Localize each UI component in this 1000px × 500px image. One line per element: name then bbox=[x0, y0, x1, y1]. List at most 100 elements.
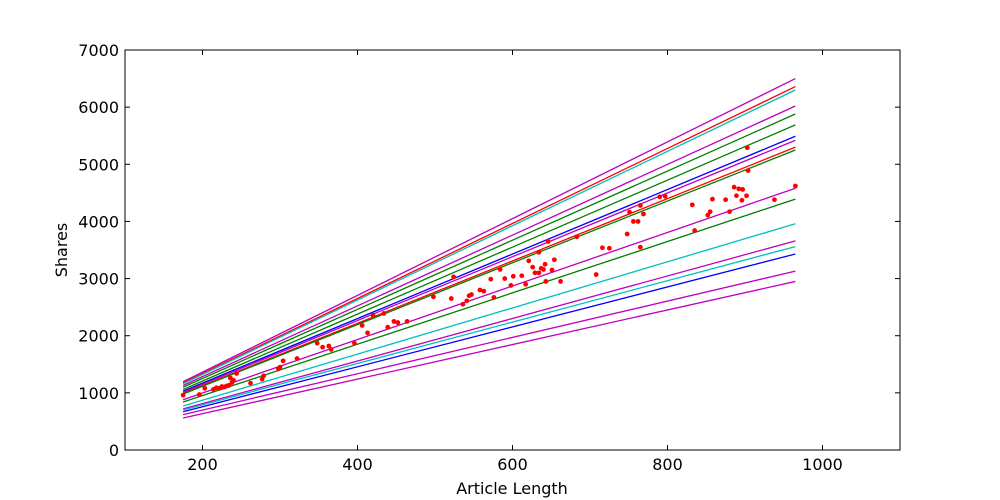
scatter-point-25 bbox=[328, 347, 334, 352]
scatter-point-60 bbox=[543, 279, 549, 284]
scatter-point-52 bbox=[526, 258, 532, 264]
x-tick-label: 400 bbox=[342, 455, 373, 474]
scatter-point-72 bbox=[635, 219, 641, 224]
scatter-point-19 bbox=[277, 364, 283, 370]
scatter-point-83 bbox=[723, 197, 729, 203]
y-tick-label: 3000 bbox=[78, 270, 119, 289]
scatter-point-50 bbox=[519, 273, 525, 279]
fit-line-15 bbox=[182, 245, 796, 411]
scatter-point-55 bbox=[536, 249, 542, 255]
scatter-point-24 bbox=[326, 343, 332, 349]
scatter-point-28 bbox=[365, 330, 370, 336]
scatter-point-89 bbox=[740, 187, 746, 192]
scatter-point-68 bbox=[606, 245, 612, 251]
scatter-point-34 bbox=[404, 319, 410, 324]
y-axis-label: Shares bbox=[52, 223, 71, 278]
scatter-point-17 bbox=[261, 373, 267, 379]
scatter-point-86 bbox=[734, 193, 739, 199]
scatter-point-22 bbox=[314, 340, 320, 346]
x-tick-label: 600 bbox=[497, 455, 528, 474]
scatter-point-45 bbox=[491, 295, 497, 300]
fit-line-5 bbox=[182, 113, 796, 388]
scatter-point-36 bbox=[448, 296, 454, 301]
scatter-point-64 bbox=[558, 279, 563, 284]
scatter-point-58 bbox=[541, 267, 546, 272]
scatter-point-71 bbox=[631, 219, 636, 224]
scatter-point-65 bbox=[574, 234, 580, 240]
scatter-point-41 bbox=[469, 292, 474, 297]
y-tick-label: 1000 bbox=[78, 384, 119, 403]
scatter-point-21 bbox=[294, 356, 300, 361]
scatter-point-84 bbox=[727, 209, 732, 215]
fit-lines bbox=[182, 77, 796, 419]
fit-line-2 bbox=[182, 85, 796, 384]
scatter-point-38 bbox=[460, 301, 466, 307]
fit-line-14 bbox=[182, 240, 796, 410]
fit-line-9 bbox=[182, 146, 796, 395]
scatter-point-31 bbox=[385, 324, 391, 330]
scatter-point-87 bbox=[736, 186, 742, 192]
scatter-point-49 bbox=[510, 273, 516, 279]
scatter-point-47 bbox=[502, 276, 508, 281]
scatter-point-29 bbox=[370, 312, 376, 318]
x-axis-label: Article Length bbox=[456, 479, 568, 498]
scatter-point-82 bbox=[710, 196, 715, 202]
fit-line-18 bbox=[182, 280, 796, 419]
fit-line-11 bbox=[182, 187, 796, 401]
fit-line-16 bbox=[182, 253, 796, 413]
scatter-point-59 bbox=[542, 261, 548, 267]
scatter-point-62 bbox=[549, 267, 555, 273]
scatter-point-20 bbox=[280, 358, 286, 364]
scatter-point-30 bbox=[381, 311, 387, 316]
scatter-point-79 bbox=[692, 228, 698, 233]
scatter-point-53 bbox=[530, 264, 536, 270]
scatter-point-56 bbox=[536, 270, 542, 276]
scatter-point-75 bbox=[641, 211, 646, 217]
x-tick-label: 200 bbox=[187, 455, 218, 474]
fit-line-17 bbox=[182, 270, 796, 416]
x-tick-label: 800 bbox=[652, 455, 683, 474]
scatter-point-78 bbox=[689, 202, 695, 208]
fit-line-10 bbox=[182, 149, 796, 395]
scatter-point-35 bbox=[431, 294, 436, 300]
scatter-point-77 bbox=[662, 193, 668, 199]
scatter-point-90 bbox=[744, 193, 749, 199]
fit-line-3 bbox=[182, 89, 796, 385]
scatter-point-85 bbox=[731, 184, 737, 190]
scatter-point-94 bbox=[792, 183, 798, 189]
fit-line-1 bbox=[182, 77, 796, 383]
scatter-point-67 bbox=[600, 245, 605, 251]
fit-line-4 bbox=[182, 105, 796, 387]
scatter-point-33 bbox=[395, 320, 401, 325]
scatter-point-63 bbox=[551, 257, 557, 263]
scatter-point-81 bbox=[707, 209, 713, 215]
scatter-point-26 bbox=[352, 340, 357, 346]
scatter-point-2 bbox=[197, 392, 202, 397]
scatter-point-54 bbox=[532, 270, 538, 276]
y-tick-label: 7000 bbox=[78, 41, 119, 60]
scatter-points bbox=[180, 145, 798, 398]
scatter-point-88 bbox=[739, 197, 745, 203]
scatter-point-48 bbox=[508, 283, 514, 288]
fit-line-13 bbox=[182, 223, 796, 407]
scatter-point-80 bbox=[705, 212, 711, 218]
scatter-point-66 bbox=[593, 272, 599, 277]
scatter-point-14 bbox=[234, 371, 240, 376]
scatter-point-46 bbox=[497, 267, 503, 272]
scatter-point-74 bbox=[637, 203, 643, 208]
fit-line-8 bbox=[182, 139, 796, 393]
scatter-point-61 bbox=[545, 239, 551, 244]
scatter-point-39 bbox=[464, 298, 470, 304]
scatter-point-13 bbox=[231, 377, 236, 383]
scatter-point-51 bbox=[523, 281, 529, 287]
scatter-point-91 bbox=[744, 145, 750, 151]
scatter-point-23 bbox=[320, 344, 326, 350]
scatter-point-3 bbox=[202, 385, 208, 391]
scatter-point-76 bbox=[657, 194, 663, 200]
scatter-point-93 bbox=[772, 197, 777, 203]
scatter-point-69 bbox=[624, 231, 630, 237]
y-tick-label: 5000 bbox=[78, 155, 119, 174]
y-tick-label: 4000 bbox=[78, 212, 119, 231]
